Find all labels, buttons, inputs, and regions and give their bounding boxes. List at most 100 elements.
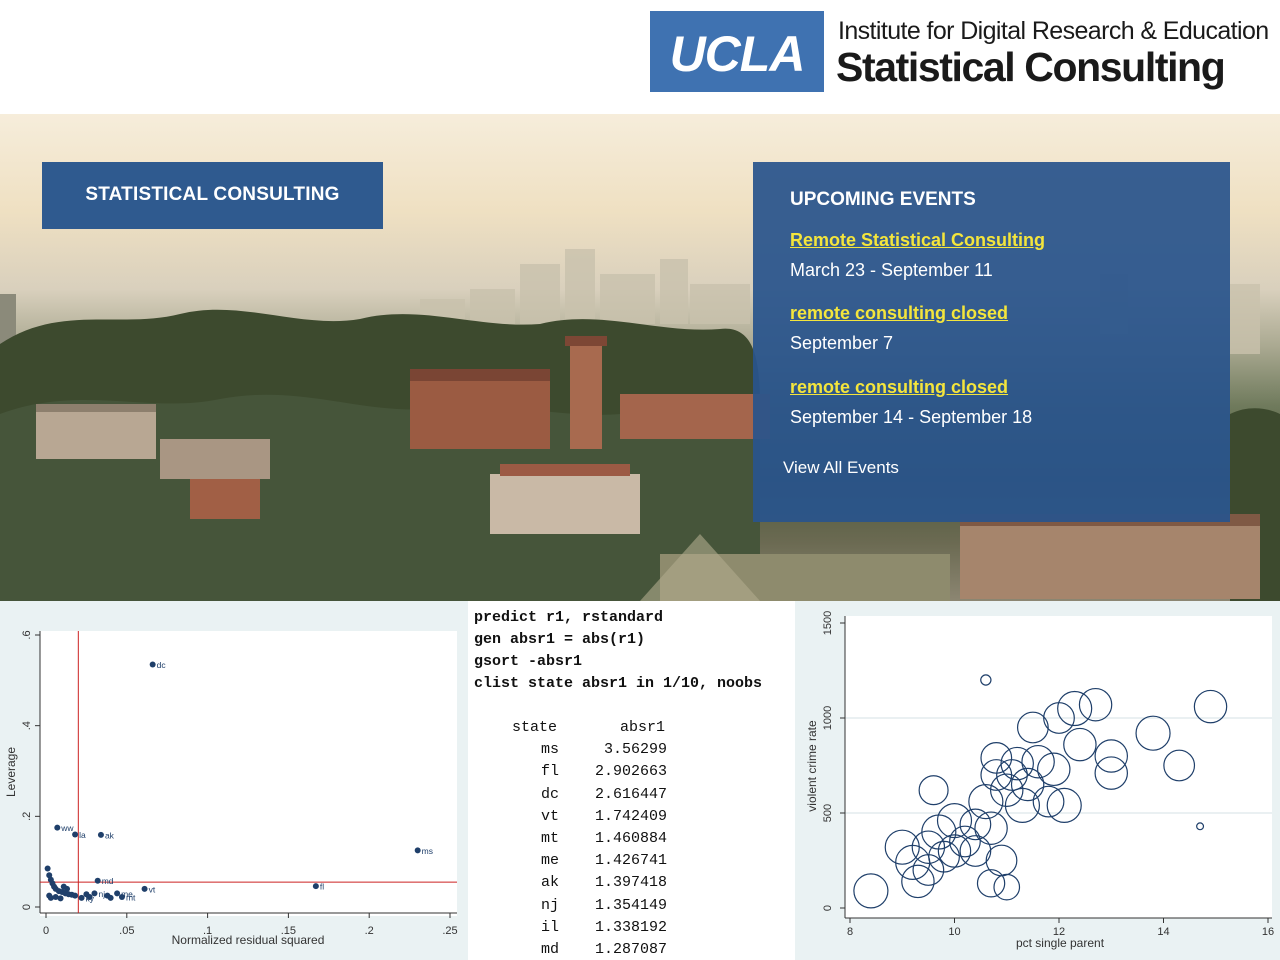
table-cell-state: ms (541, 741, 560, 759)
event-date: September 14 - September 18 (790, 407, 1033, 427)
x-tick-label: .2 (365, 925, 374, 937)
scatter-point (72, 831, 79, 838)
statistical-consulting-button[interactable]: STATISTICAL CONSULTING (42, 162, 383, 229)
stata-command: clist state absr1 in 1/10, noobs (474, 675, 763, 692)
y-tick-label: .6 (21, 630, 33, 639)
y-axis-label: violent crime rate (805, 720, 819, 812)
point-label: vt (149, 884, 156, 894)
bubble-point (928, 840, 960, 873)
scatter-point (312, 883, 319, 890)
table-cell-state: mt (541, 830, 560, 847)
bubble-point (968, 784, 1004, 820)
table-cell-state: vt (541, 807, 560, 825)
bubble-point (980, 674, 992, 686)
x-tick-label: 12 (1053, 926, 1065, 938)
scatter-point (57, 895, 64, 902)
bubble-point (937, 834, 972, 868)
table-cell-absr1: 1.338192 (594, 918, 667, 936)
point-label: ak (105, 830, 115, 840)
table-cell-absr1: 1.354149 (594, 896, 667, 914)
point-label: mt (126, 893, 136, 903)
crime-vs-single-parent-chart: 0 500 1000 1500 8 10 12 14 16 pct single parent vi… (805, 611, 1274, 950)
bubble-point (1004, 787, 1041, 823)
scatter-point (94, 877, 101, 884)
scatter-point (118, 894, 125, 901)
y-axis-label: Leverage (4, 747, 18, 797)
statistical-consulting-label: STATISTICAL CONSULTING (85, 184, 340, 205)
table-header-absr1: absr1 (620, 719, 666, 736)
table-cell-absr1: 1.742409 (594, 807, 667, 825)
scatter-point (78, 894, 85, 901)
event-link-consulting-closed[interactable]: remote consulting closed (790, 377, 1009, 397)
bubble-point (1032, 785, 1065, 818)
scatter-point (54, 824, 61, 831)
upcoming-events-panel: UPCOMING EVENTS Remote Statistical Consu… (753, 162, 1230, 522)
scatter-point (46, 872, 53, 879)
scatter-point (114, 890, 121, 897)
bubble-point (1063, 727, 1097, 762)
leverage-vs-residual-chart: 0 .05 .1 .15 .2 .25 0 .2 .4 .6 Normalized residual… (4, 630, 458, 947)
x-axis-label: pct single parent (1016, 936, 1105, 950)
site-header: UCLA Institute for Digital Research & Ed… (0, 0, 1280, 114)
ucla-logo[interactable]: UCLA (650, 11, 824, 92)
table-cell-absr1: 1.426741 (594, 852, 667, 870)
y-tick-label: .2 (21, 812, 33, 821)
campus-photo (0, 249, 1280, 601)
point-label: md (102, 876, 114, 886)
table-cell-state: me (541, 852, 560, 870)
stata-output-panel (468, 601, 795, 960)
scatter-point (414, 847, 421, 854)
site-title[interactable]: Statistical Consulting (836, 44, 1226, 90)
scatter-point (97, 831, 104, 838)
crime-plot-area (845, 616, 1272, 918)
y-tick-label: .4 (21, 721, 33, 730)
point-label: la (79, 830, 86, 840)
table-cell-absr1: 1.287087 (594, 941, 667, 958)
ucla-logo-text: UCLA (669, 26, 806, 82)
bubble-point (1135, 715, 1171, 751)
bubble-point (980, 741, 1013, 774)
x-tick-label: .1 (203, 925, 212, 937)
bubble-point (901, 864, 935, 899)
point-label: fl (320, 882, 324, 892)
x-axis-label: Normalized residual squared (172, 933, 325, 947)
bubble-point (1010, 767, 1045, 802)
table-cell-state: nj (541, 896, 560, 914)
scatter-point (52, 894, 59, 901)
scatter-point (44, 865, 51, 872)
events-title: UPCOMING EVENTS (790, 189, 976, 210)
table-cell-state: dc (541, 785, 560, 803)
table-cell-state: fl (541, 763, 560, 781)
bubble-point (1057, 690, 1093, 727)
x-tick-label: .25 (442, 925, 457, 937)
bubble-point (959, 835, 992, 867)
scatter-point (149, 661, 156, 668)
bubble-point (936, 803, 973, 839)
bubble-point (1021, 744, 1055, 779)
bubble-point (985, 844, 1018, 877)
bubble-point (1016, 711, 1049, 744)
event-link-consulting-closed[interactable]: remote consulting closed (790, 303, 1009, 323)
event-link-remote-consulting[interactable]: Remote Statistical Consulting (790, 230, 1046, 250)
bubble-point (993, 873, 1021, 901)
view-all-events-link[interactable]: View All Events (783, 458, 899, 477)
point-label: ww (60, 823, 74, 833)
table-cell-state: md (541, 941, 560, 958)
x-tick-label: 14 (1157, 926, 1169, 938)
bubble-point (1094, 739, 1129, 773)
bubble-point (884, 829, 920, 865)
y-tick-label: 500 (822, 804, 834, 822)
scatter-point (64, 885, 71, 892)
bubble-point (949, 825, 981, 858)
point-label: ms (422, 846, 433, 856)
bubble-point (1196, 822, 1205, 831)
table-cell-absr1: 1.397418 (594, 874, 667, 892)
bubble-point (1000, 746, 1034, 781)
table-cell-absr1: 2.616447 (594, 785, 667, 803)
table-cell-absr1: 1.460884 (594, 830, 667, 847)
x-tick-label: 8 (847, 926, 853, 938)
x-tick-label: .15 (281, 925, 296, 937)
stata-command: predict r1, rstandard (474, 609, 664, 626)
bubble-point (1163, 749, 1196, 782)
scatter-point (47, 894, 54, 901)
